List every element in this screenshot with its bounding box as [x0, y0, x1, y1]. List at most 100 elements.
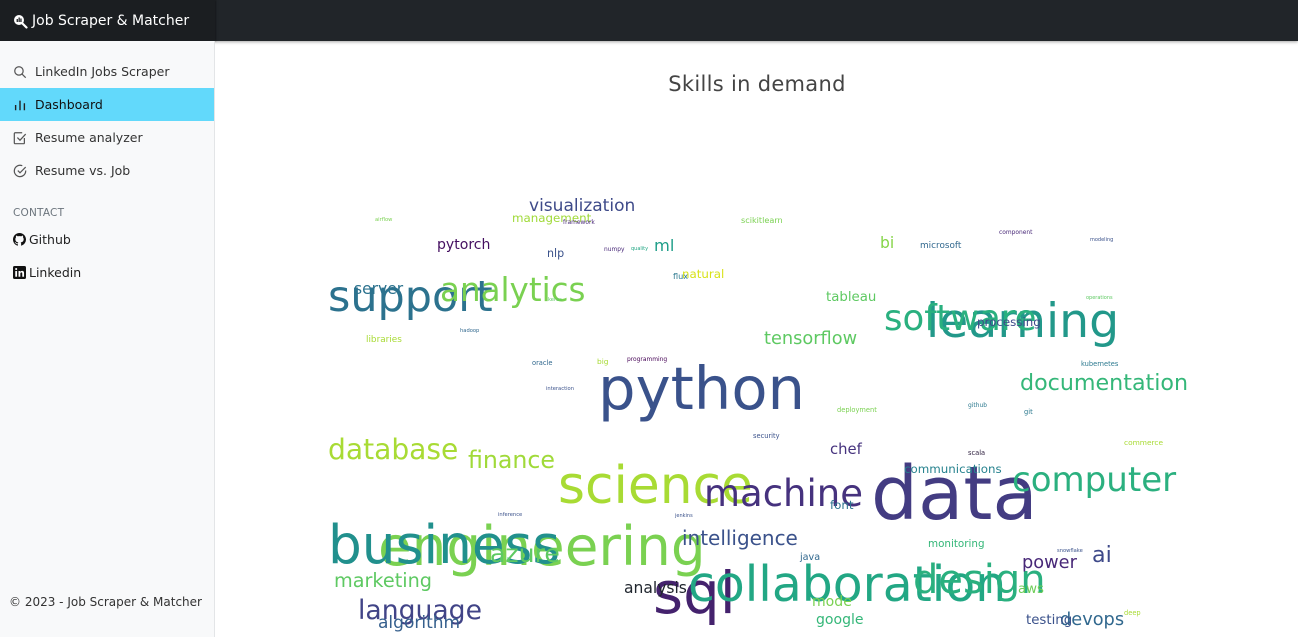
word-marketing: marketing — [334, 569, 433, 592]
word-documentation: documentation — [1020, 370, 1188, 396]
github-link[interactable]: Github — [0, 223, 214, 256]
word-collaboration: collaboration — [688, 556, 1007, 613]
word-framework: framework — [563, 220, 595, 226]
chart-title: Skills in demand — [668, 72, 846, 96]
word-github: github — [968, 403, 987, 409]
word-azure: azure — [490, 539, 560, 568]
sidebar-item-resume-analyzer[interactable]: Resume analyzer — [0, 121, 214, 154]
word-deep: deep — [1124, 609, 1141, 617]
word-deployment: deployment — [837, 406, 877, 414]
word-machine: machine — [704, 472, 864, 515]
linkedin-icon — [13, 266, 26, 279]
word-mode: mode — [812, 594, 852, 610]
word-numpy: numpy — [604, 247, 625, 253]
word-software: software — [884, 298, 1037, 339]
footer-copyright: © 2023 - Job Scraper & Matcher — [9, 595, 202, 609]
word-pytorch: pytorch — [437, 237, 491, 253]
word-flux: flux — [673, 271, 689, 281]
app-brand[interactable]: Job Scraper & Matcher — [0, 0, 215, 41]
sidebar-item-dashboard[interactable]: Dashboard — [0, 88, 214, 121]
word-tableau: tableau — [826, 290, 877, 305]
word-oracle: oracle — [532, 359, 553, 367]
word-monitoring: monitoring — [928, 538, 985, 550]
github-label: Github — [29, 232, 71, 247]
sidebar: LinkedIn Jobs Scraper Dashboard Resume a… — [0, 41, 215, 637]
word-big: big — [597, 357, 609, 366]
word-snowflake: snowflake — [1057, 548, 1083, 554]
word-python: python — [598, 354, 806, 423]
word-natural: natural — [682, 267, 725, 281]
bar-chart-icon — [14, 100, 26, 110]
word-font: font — [830, 498, 854, 512]
sidebar-item-label: Resume vs. Job — [35, 163, 131, 178]
word-git: git — [1024, 408, 1033, 416]
word-management: management — [512, 211, 592, 225]
search-logo-icon — [14, 14, 28, 29]
word-power: power — [1022, 553, 1077, 573]
top-navbar — [0, 0, 1298, 41]
word-chef: chef — [830, 441, 862, 458]
word-programming: programming — [627, 357, 668, 363]
word-kubernetes: kubernetes — [1081, 360, 1119, 368]
word-analytics: analytics — [440, 271, 586, 309]
word-aws: aws — [1018, 582, 1044, 597]
word-jenkins: jenkins — [675, 513, 693, 519]
word-database: database — [328, 433, 459, 466]
word-algorithm: algorithm — [378, 613, 461, 633]
word-business: business — [328, 514, 561, 576]
word-design: design — [913, 557, 1046, 603]
word-microsoft: microsoft — [920, 241, 962, 251]
word-security: security — [753, 432, 780, 440]
word-analysis: analysis — [624, 579, 687, 597]
word-engineering: engineering — [378, 514, 706, 578]
word-bi: bi — [880, 234, 895, 252]
word-processing: processing — [977, 315, 1041, 329]
word-language: language — [358, 595, 482, 626]
word-learning: learning — [926, 294, 1120, 349]
word-devops: devops — [1060, 610, 1125, 630]
linkedin-label: Linkedin — [29, 265, 82, 280]
word-hadoop: hadoop — [460, 328, 480, 334]
word-server: server — [354, 280, 404, 298]
word-google: google — [816, 612, 864, 628]
word-operations: operations — [1086, 295, 1113, 301]
search-icon — [14, 65, 27, 78]
word-scikitlearn: scikitlearn — [741, 215, 783, 225]
word-java: java — [800, 552, 821, 563]
sidebar-item-label: LinkedIn Jobs Scraper — [35, 64, 170, 79]
check-circle-icon — [13, 164, 27, 177]
word-ml: ml — [654, 236, 675, 255]
word-keras: keras — [548, 297, 562, 303]
contact-section-label: CONTACT — [13, 207, 65, 219]
word-component: component — [999, 230, 1033, 236]
sidebar-nav: LinkedIn Jobs Scraper Dashboard Resume a… — [0, 55, 214, 187]
word-communications: communications — [904, 462, 1002, 476]
word-cloud: data python sql engineering business science c… — [328, 151, 1188, 637]
word-science: science — [558, 456, 753, 516]
check-square-icon — [13, 131, 27, 144]
app-title: Job Scraper & Matcher — [32, 12, 190, 29]
linkedin-link[interactable]: Linkedin — [0, 256, 214, 289]
word-modeling: modeling — [1090, 237, 1114, 243]
word-tensorflow: tensorflow — [764, 329, 858, 349]
word-interaction: interaction — [546, 386, 574, 392]
word-intelligence: intelligence — [682, 526, 798, 550]
word-inference: inference — [498, 512, 523, 518]
word-support: support — [328, 272, 493, 322]
sidebar-item-label: Dashboard — [35, 97, 103, 112]
sidebar-item-linkedin-jobs-scraper[interactable]: LinkedIn Jobs Scraper — [0, 55, 214, 88]
word-finance: finance — [468, 446, 556, 474]
word-scala: scala — [968, 449, 986, 457]
word-nlp: nlp — [547, 247, 565, 260]
sidebar-item-label: Resume analyzer — [35, 130, 143, 145]
word-ai: ai — [1092, 542, 1112, 568]
word-commerce: commerce — [1124, 438, 1164, 447]
main-content: Skills in demand data python sql engineerin… — [216, 41, 1298, 637]
sidebar-item-resume-vs-job[interactable]: Resume vs. Job — [0, 154, 214, 187]
word-visualization: visualization — [529, 196, 636, 216]
word-quality: quality — [631, 246, 649, 252]
github-icon — [13, 233, 26, 246]
word-data: data — [871, 451, 1038, 537]
word-libraries: libraries — [366, 335, 402, 345]
word-testing: testing — [1026, 613, 1073, 628]
